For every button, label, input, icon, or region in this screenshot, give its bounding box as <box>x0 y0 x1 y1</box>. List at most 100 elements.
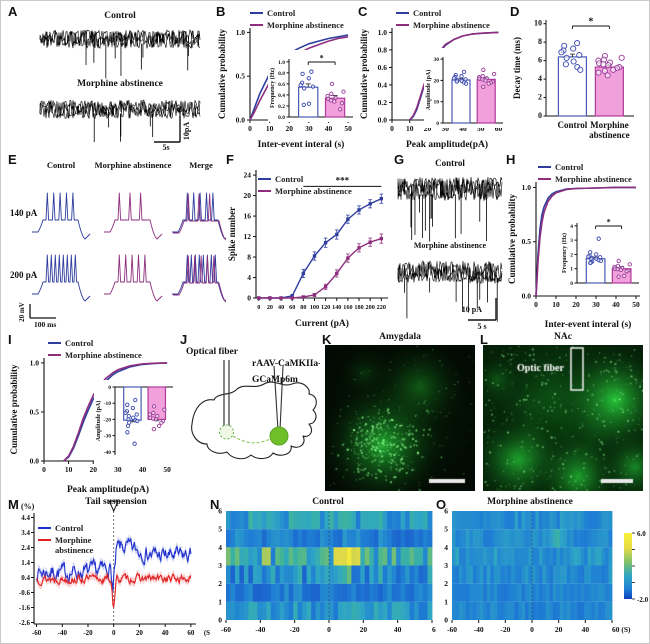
svg-text:2: 2 <box>570 252 573 258</box>
photometry-line-chart: 4.4 3.4 2.4 1.4 0.4 -0.6 -1.6 -2.6 -60 -40 -20 0 20 4… <box>8 497 213 642</box>
svg-text:-40: -40 <box>474 625 484 634</box>
svg-text:40: 40 <box>459 124 467 133</box>
svg-text:8: 8 <box>247 253 251 262</box>
svg-text:20: 20 <box>285 124 293 133</box>
amygdala-fluorescence-canvas <box>325 345 475 491</box>
frequency-bar-inset: 0 1 2 3 4 Frequency (Hz) * <box>560 214 642 288</box>
cumulative-probability-plot: 0.0 0.2 0.4 0.6 0.8 1.0 Frequency (Hz) * 0 10 20 3… <box>216 4 358 150</box>
svg-text:Merge: Merge <box>189 160 213 170</box>
spike-number-line-chart: 0 20 40 60 80 100 120 140 160 180 200 220 0 4 8 12 16 20 2… <box>226 152 394 330</box>
svg-text:Cumulative probability: Cumulative probability <box>217 28 227 119</box>
svg-text:***: *** <box>336 175 350 185</box>
svg-text:-2.0: -2.0 <box>637 596 648 604</box>
svg-text:30: 30 <box>305 124 313 133</box>
svg-text:2: 2 <box>538 93 542 102</box>
svg-text:50: 50 <box>163 465 171 474</box>
legend-label: Control <box>65 338 94 348</box>
legend-item: Control <box>48 338 142 349</box>
legend-item: Control <box>538 162 632 173</box>
svg-text:10 pA: 10 pA <box>462 305 482 314</box>
svg-text:4.4: 4.4 <box>21 514 30 522</box>
svg-text:5: 5 <box>218 525 222 534</box>
svg-text:1.0: 1.0 <box>278 60 285 66</box>
svg-text:20: 20 <box>360 625 368 634</box>
svg-text:40: 40 <box>612 300 620 309</box>
chart-svg: Control Morphine abstinence 10pA 5s <box>39 11 201 152</box>
svg-text:20: 20 <box>89 465 97 474</box>
svg-text:140 pA: 140 pA <box>10 208 38 218</box>
legend-item: Morphine abstinence <box>48 350 142 361</box>
chart-svg: 4.4 3.4 2.4 1.4 0.4 -0.6 -1.6 -2.6-60 -40 -20 0 20 4… <box>19 500 213 637</box>
legend-item: Control <box>250 8 344 19</box>
svg-text:GCaMp6m: GCaMp6m <box>252 375 298 385</box>
heatmap-title-morphine: Morphine abstinence <box>487 497 573 507</box>
legend-label: Control <box>267 8 296 18</box>
svg-text:0.4: 0.4 <box>21 574 30 582</box>
panel-F-spike-number: F Control Morphine abstinence 0 20 40 60 80 10… <box>226 152 394 330</box>
svg-text:1: 1 <box>218 597 222 606</box>
heatmap-title-control: Control <box>312 497 344 507</box>
svg-text:30: 30 <box>592 300 600 309</box>
svg-text:10pA: 10pA <box>182 122 191 140</box>
svg-text:Decay time (ms): Decay time (ms) <box>512 37 522 99</box>
legend-item: Morphine abstinence <box>250 20 344 31</box>
svg-text:3: 3 <box>218 561 222 570</box>
svg-text:-60: -60 <box>447 625 457 634</box>
svg-text:50: 50 <box>632 300 640 309</box>
chart-svg: 0 -10 -20 -30 -40 Amplitude (pA) <box>95 385 173 456</box>
svg-text:60: 60 <box>187 629 195 637</box>
chart-svg: 0 1 2 3 4 5 6 -60 -40 -20 0 20 40 60 (S) 6.0 -2.0 <box>444 507 648 635</box>
svg-text:Morphine abstinence: Morphine abstinence <box>414 241 487 250</box>
legend-label: Control <box>555 162 584 172</box>
svg-text:0.6: 0.6 <box>278 82 285 88</box>
svg-text:40: 40 <box>325 124 333 133</box>
panel-letter-K: K <box>322 332 332 347</box>
svg-text:3: 3 <box>444 561 448 570</box>
svg-text:(%): (%) <box>21 502 35 511</box>
svg-text:40: 40 <box>162 629 170 637</box>
svg-text:40: 40 <box>394 625 402 634</box>
panel-G-sepsc-traces: G Control Morphine abstinence 10 pA 5 s <box>394 152 506 331</box>
svg-text:0: 0 <box>247 294 251 303</box>
svg-text:20: 20 <box>434 78 440 84</box>
fluorescence-image-amygdala <box>325 345 475 491</box>
sepsc-trace-plot: Control Morphine abstinence 10 pA 5 s <box>394 152 506 331</box>
spike-train-traces: Control Morphine abstinence Merge 140 pA 200… <box>8 152 232 330</box>
legend-item: Morphine abstinence <box>396 20 490 31</box>
legend-label: Morphine abstinence <box>267 19 344 30</box>
svg-text:abstinence: abstinence <box>589 130 630 140</box>
svg-text:0: 0 <box>108 385 111 391</box>
svg-text:6: 6 <box>444 507 448 516</box>
svg-text:200 pA: 200 pA <box>10 270 38 280</box>
svg-text:4: 4 <box>570 224 573 230</box>
chart-svg: Control Morphine abstinence 10 pA 5 s <box>397 158 503 331</box>
panel-letter-C: C <box>358 4 368 19</box>
svg-text:-2.6: -2.6 <box>19 619 31 627</box>
legend-M: Control Morphine abstinence <box>38 523 93 557</box>
panel-E-spike-trains: E Control Morphine abstinence Merge 140 pA 2… <box>8 152 232 330</box>
svg-text:-40: -40 <box>255 625 265 634</box>
svg-text:-10: -10 <box>104 401 112 407</box>
svg-text:50: 50 <box>344 124 352 133</box>
svg-text:0.5: 0.5 <box>30 407 40 416</box>
svg-text:0.5: 0.5 <box>236 72 246 81</box>
svg-text:10: 10 <box>534 19 542 28</box>
svg-text:100: 100 <box>310 304 319 311</box>
svg-text:0.6: 0.6 <box>378 63 388 72</box>
svg-text:120: 120 <box>321 304 330 311</box>
svg-text:40: 40 <box>278 304 284 311</box>
svg-text:Morphine abstinence: Morphine abstinence <box>95 160 172 170</box>
svg-text:Frequency (Hz): Frequency (Hz) <box>561 233 568 273</box>
legend-label: Control <box>275 174 304 184</box>
svg-text:Frequency (Hz): Frequency (Hz) <box>269 68 276 108</box>
panel-letter-A: A <box>8 4 18 19</box>
brain-injection-diagram: Optical fiber rAAV-CaMKIIa- GCaMp6m <box>180 332 321 495</box>
legend-label: Morphine abstinence <box>275 185 352 196</box>
svg-text:10: 10 <box>266 124 274 133</box>
amplitude-bar-inset: 0 -10 -20 -30 -40 Amplitude (pA) <box>94 380 176 464</box>
svg-text:10: 10 <box>406 124 414 133</box>
svg-text:0: 0 <box>257 304 260 311</box>
svg-text:Control: Control <box>104 11 136 21</box>
legend-B: Control Morphine abstinence <box>250 8 344 31</box>
